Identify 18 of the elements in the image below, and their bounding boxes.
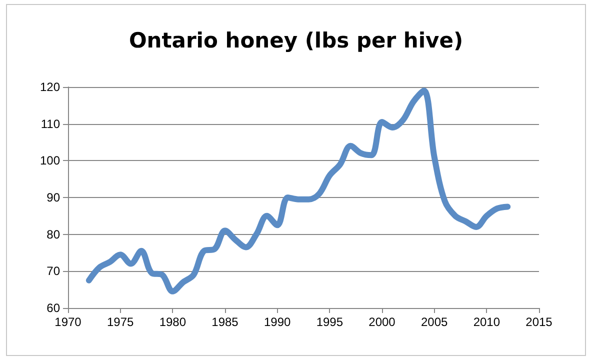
y-tick-label: 100 — [40, 154, 60, 168]
x-tick-label: 2015 — [526, 315, 553, 329]
y-tick-label: 120 — [40, 80, 60, 94]
y-tick-label: 60 — [46, 301, 60, 315]
x-tick-label: 1995 — [316, 315, 344, 329]
x-tick-label: 1985 — [212, 315, 239, 329]
y-tick-label: 90 — [46, 190, 60, 204]
x-tick-label: 1980 — [159, 315, 186, 329]
x-tick-label: 1975 — [106, 315, 134, 329]
chart-title: Ontario honey (lbs per hive) — [128, 28, 464, 52]
x-tick-label: 1970 — [54, 315, 82, 329]
x-tick-label: 2000 — [368, 315, 396, 329]
x-tick-label: 2010 — [473, 315, 500, 329]
y-tick-label: 70 — [46, 264, 60, 278]
x-tick-label: 1990 — [264, 315, 292, 329]
y-tick-label: 110 — [40, 116, 60, 131]
y-tick-label: 80 — [46, 227, 60, 242]
x-tick-label: 2005 — [420, 315, 448, 329]
